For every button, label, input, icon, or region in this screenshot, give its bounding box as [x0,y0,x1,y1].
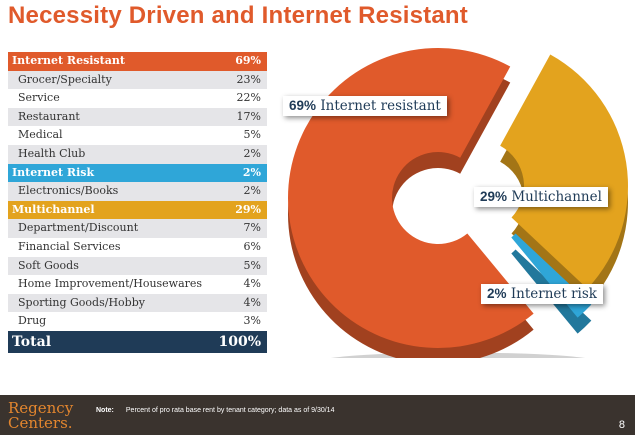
table-row-value: 22% [236,91,261,105]
table-row: Service 22% [8,89,267,108]
company-logo: Regency Centers. [8,401,73,431]
footnote-text: Percent of pro rata base rent by tenant … [125,407,335,414]
table-row: Grocer/Specialty 23% [8,70,267,90]
table-row: Sporting Goods/Hobby 4% [8,293,267,313]
table-row-value: 4% [243,277,261,291]
table-row-label: Restaurant [18,109,80,123]
callout-internet-risk-text: Internet risk [510,286,597,302]
table-row-label: Home Improvement/Housewares [18,277,203,291]
table-row-value: 6% [243,239,261,253]
table-row-label: Drug [18,314,47,328]
group-header-value: 2% [242,165,261,179]
page-title: Necessity Driven and Internet Resistant [8,2,468,29]
group-header: Internet Risk 2% [8,163,267,183]
group-header-value: 69% [235,54,261,67]
table-row-label: Health Club [18,146,86,160]
callout-multichannel-pct: 29% [480,189,508,204]
table-row-label: Sporting Goods/Hobby [18,295,145,309]
table-row-label: Soft Goods [18,258,79,272]
table-row: Health Club 2% [8,144,267,164]
table-row-label: Service [18,91,60,105]
group-header: Internet Resistant 69% [8,52,267,71]
table-row: Financial Services 6% [8,237,267,257]
slice-internet-resistant [288,48,534,348]
table-row: Soft Goods 5% [8,256,267,276]
table-row-value: 7% [243,221,261,235]
table-row-value: 2% [243,146,261,160]
logo-line-2: Centers. [8,414,73,432]
table-row-label: Financial Services [18,239,121,253]
table-row-label: Medical [18,128,63,142]
logo-line-1: Regency [8,399,74,417]
callout-internet-risk-pct: 2% [487,286,507,301]
table-row: Electronics/Books 2% [8,182,267,201]
total-value: 100% [218,333,261,350]
callout-internet-resistant-pct: 69% [289,98,317,113]
group-header-label: Multichannel [12,202,95,216]
group-header-label: Internet Risk [12,165,95,179]
footer-bar: Regency Centers. Note: Percent of pro rat… [0,395,635,435]
table-row-label: Electronics/Books [18,184,119,198]
callout-multichannel-text: Multichannel [511,189,602,205]
group-header-value: 29% [235,202,261,216]
table-row-label: Department/Discount [18,221,139,235]
footnote: Note: Percent of pro rata base rent by te… [96,407,334,414]
callout-internet-risk: 2% Internet risk [481,284,603,304]
table-row-label: Grocer/Specialty [18,72,112,86]
callout-multichannel: 29% Multichannel [474,187,608,207]
table-row: Restaurant 17% [8,107,267,127]
table-row: Drug 3% [8,312,267,331]
callout-internet-resistant-text: Internet resistant [320,98,441,114]
slice-multichannel [500,54,628,289]
footnote-label: Note: [96,407,114,414]
table-row-value: 2% [243,184,261,198]
table-row: Home Improvement/Housewares 4% [8,275,267,294]
total-row: Total 100% [8,330,267,353]
group-header-label: Internet Resistant [12,54,125,67]
table-row-value: 4% [243,295,261,309]
group-header: Multichannel 29% [8,200,267,220]
table-row-value: 23% [236,72,261,86]
table-row-value: 17% [236,109,261,123]
tenant-category-table: Internet Resistant 69% Grocer/Specialty 23%… [8,52,267,353]
table-row-value: 5% [243,128,261,142]
table-row-value: 3% [243,314,261,328]
page-number: 8 [618,419,625,431]
table-row: Department/Discount 7% [8,219,267,238]
callout-internet-resistant: 69% Internet resistant [283,96,447,116]
total-label: Total [12,333,52,350]
table-row: Medical 5% [8,126,267,145]
table-row-value: 5% [243,258,261,272]
